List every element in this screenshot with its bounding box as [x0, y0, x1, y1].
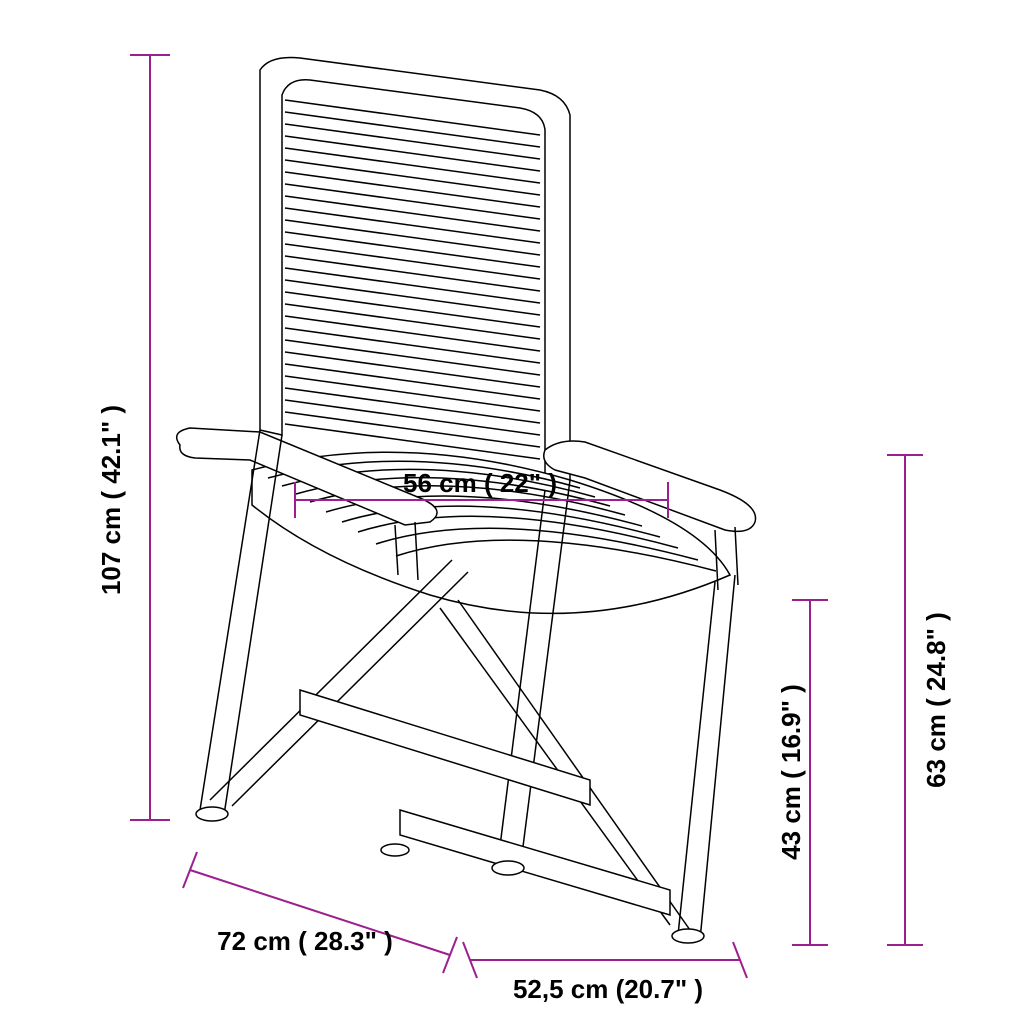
backrest-slats	[285, 100, 540, 459]
label-depth: 72 cm ( 28.3" )	[217, 926, 393, 956]
label-total-height: 107 cm ( 42.1" )	[96, 405, 126, 595]
dim-total-height	[130, 55, 170, 820]
label-seat-height: 43 cm ( 16.9" )	[776, 684, 806, 860]
label-arm-height: 63 cm ( 24.8" )	[921, 612, 951, 788]
label-arm-span: 56 cm ( 22" )	[403, 468, 557, 498]
label-front-width: 52,5 cm (20.7" )	[513, 974, 703, 1004]
dim-front-width	[463, 942, 747, 978]
dim-arm-height	[887, 455, 923, 945]
dimension-labels: 107 cm ( 42.1" ) 56 cm ( 22" ) 72 cm ( 2…	[96, 405, 951, 1004]
